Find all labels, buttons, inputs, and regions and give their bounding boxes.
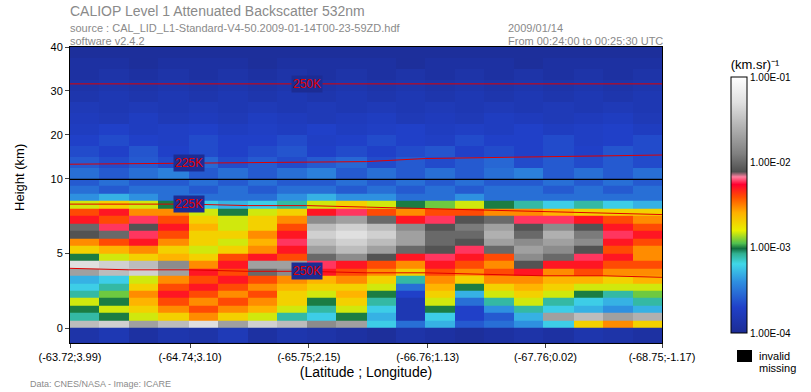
svg-text:(-64.74;3.10): (-64.74;3.10) bbox=[159, 351, 222, 363]
html-text:From 00:24:00 to 00:25:30 UTC: From 00:24:00 to 00:25:30 UTC bbox=[508, 35, 664, 47]
html-text:software v2.4.2: software v2.4.2 bbox=[70, 35, 145, 47]
svg-text:(Latitude ; Longitude): (Latitude ; Longitude) bbox=[300, 364, 432, 380]
svg-text:Height (km): Height (km) bbox=[12, 144, 27, 211]
html-text:source : CAL_LID_L1-Standard-V: source : CAL_LID_L1-Standard-V4-50.2009-… bbox=[70, 22, 400, 34]
svg-text:5: 5 bbox=[57, 247, 63, 259]
svg-text:225K: 225K bbox=[175, 197, 203, 211]
svg-text:0: 0 bbox=[57, 322, 63, 334]
svg-text:1.00E-02: 1.00E-02 bbox=[750, 157, 791, 168]
svg-text:(-68.75;-1.17): (-68.75;-1.17) bbox=[629, 351, 696, 363]
svg-text:(-65.75;2.15): (-65.75;2.15) bbox=[277, 351, 340, 363]
svg-text:20: 20 bbox=[51, 129, 63, 141]
svg-text:(km.sr)⁻¹: (km.sr)⁻¹ bbox=[731, 57, 780, 72]
svg-text:1.00E-03: 1.00E-03 bbox=[750, 242, 791, 253]
svg-text:40: 40 bbox=[51, 41, 63, 53]
svg-text:(-63.72;3.99): (-63.72;3.99) bbox=[39, 351, 102, 363]
svg-text:1.00E-01: 1.00E-01 bbox=[750, 72, 791, 83]
html-text:missing: missing bbox=[759, 362, 797, 374]
svg-text:(-66.76;1.13): (-66.76;1.13) bbox=[396, 351, 459, 363]
html-text:Data: CNES/NASA - Image: ICARE: Data: CNES/NASA - Image: ICARE bbox=[30, 379, 171, 389]
svg-text:250K: 250K bbox=[293, 264, 321, 278]
svg-text:225K: 225K bbox=[175, 156, 203, 170]
svg-text:1.00E-04: 1.00E-04 bbox=[750, 328, 791, 339]
html-text:CALIOP Level 1 Attenuated Back: CALIOP Level 1 Attenuated Backscatter 53… bbox=[70, 3, 365, 19]
svg-text:30: 30 bbox=[51, 85, 63, 97]
html-text:2009/01/14: 2009/01/14 bbox=[508, 22, 564, 34]
html-text:invalid: invalid bbox=[759, 350, 791, 362]
svg-text:(-67.76;0.02): (-67.76;0.02) bbox=[514, 351, 577, 363]
svg-text:250K: 250K bbox=[293, 77, 321, 91]
svg-text:10: 10 bbox=[51, 173, 63, 185]
